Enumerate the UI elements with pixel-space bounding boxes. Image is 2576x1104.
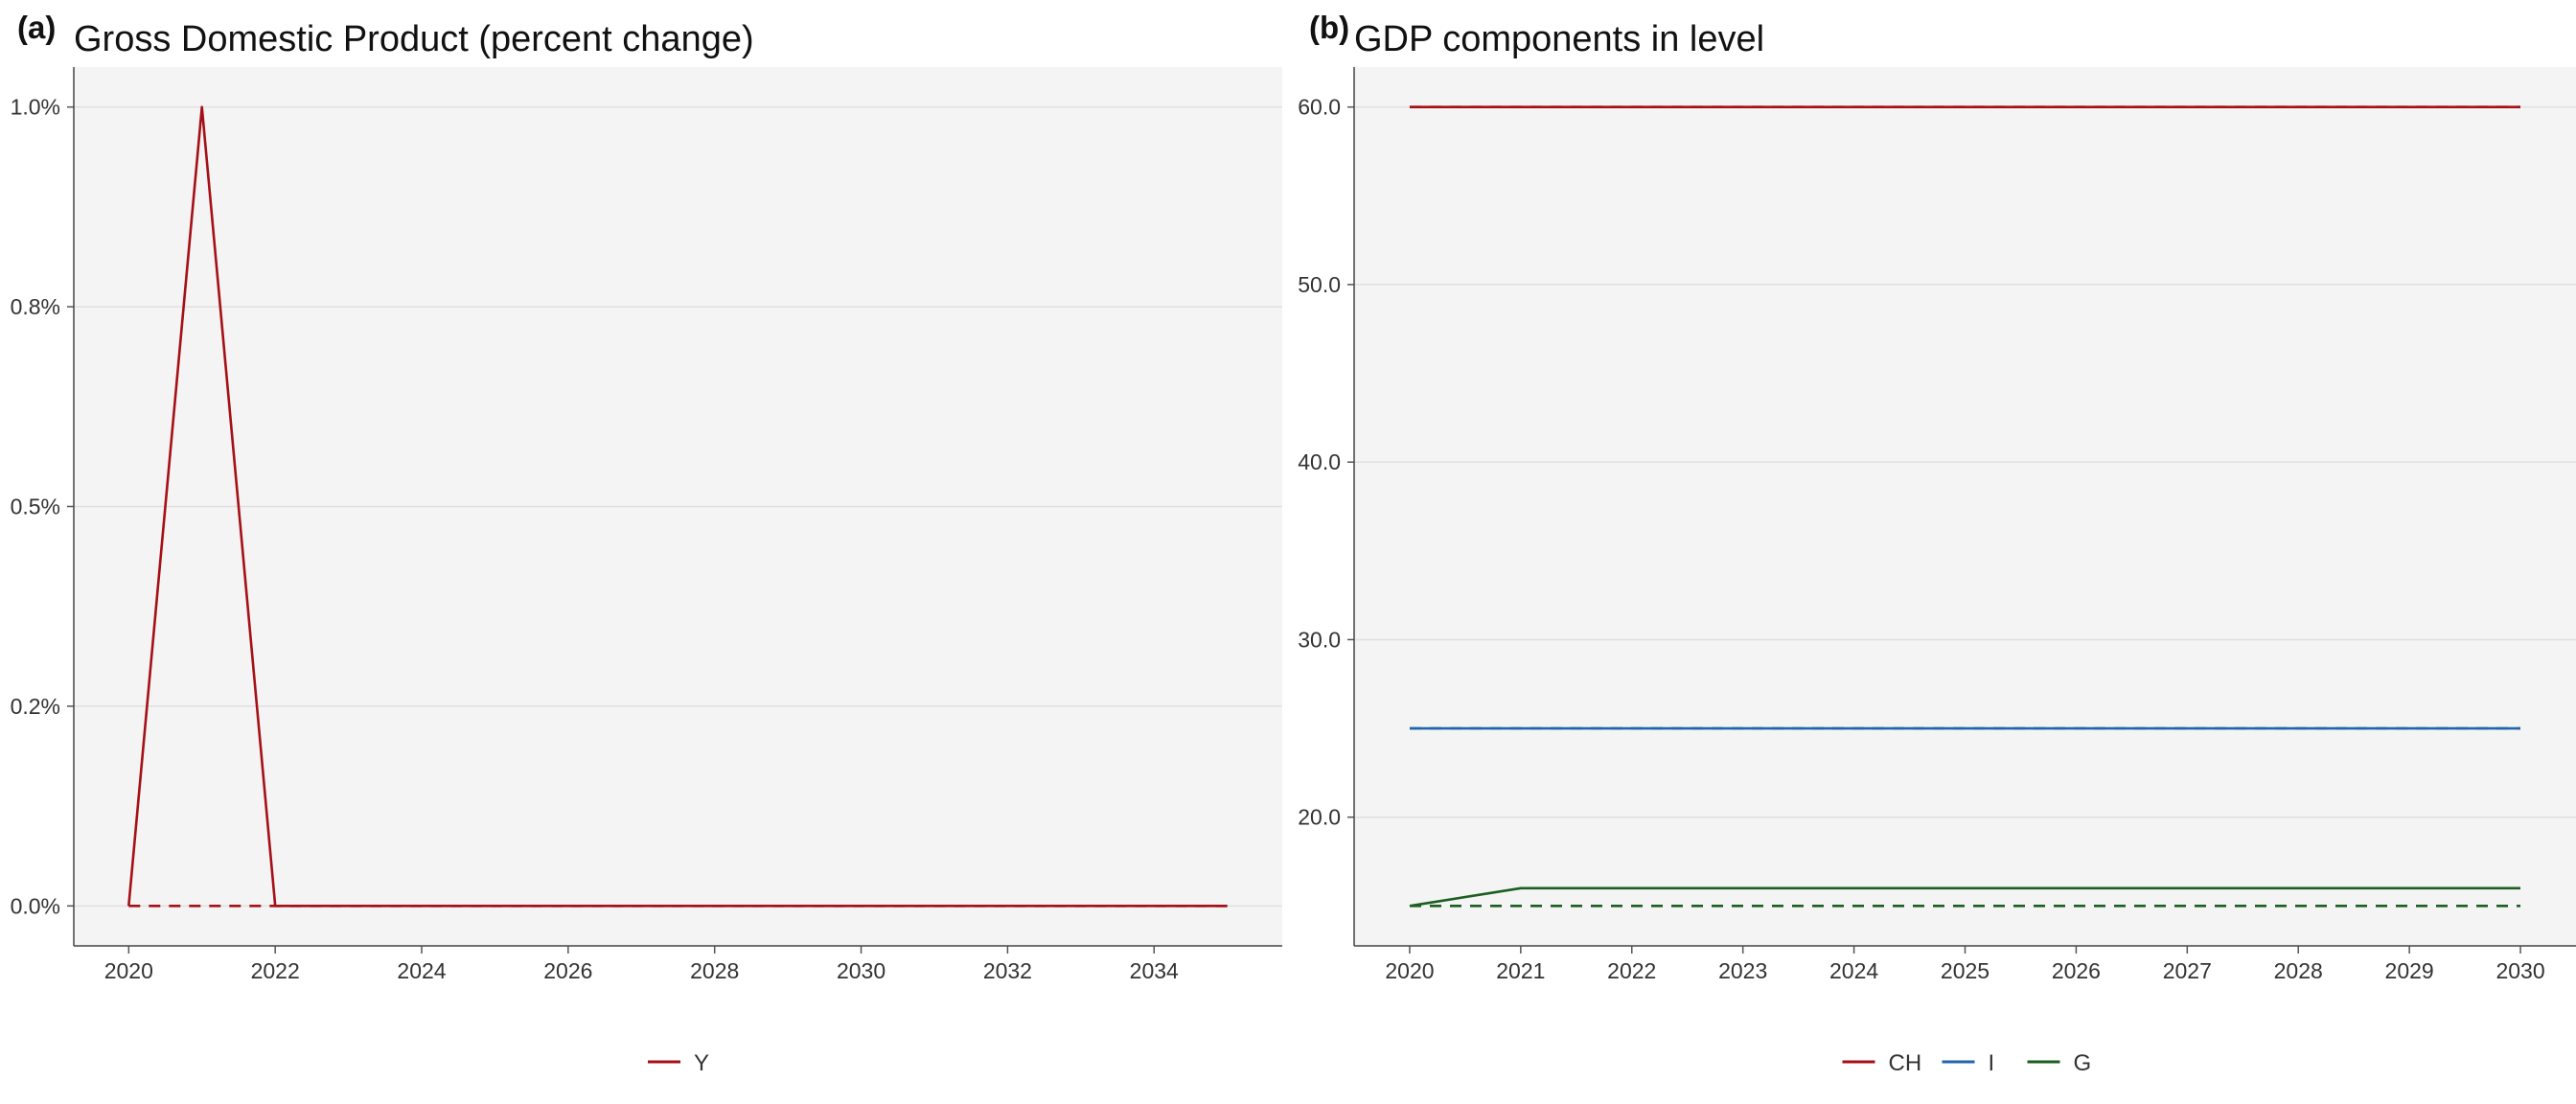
x-tick-label: 2020 bbox=[104, 958, 153, 983]
y-tick-label: 0.8% bbox=[11, 294, 60, 319]
y-tick-label: 1.0% bbox=[11, 95, 60, 120]
x-tick-label: 2030 bbox=[2496, 958, 2544, 983]
y-tick-label: 0.5% bbox=[11, 494, 60, 519]
x-tick-label: 2025 bbox=[1941, 958, 1990, 983]
x-tick-label: 2023 bbox=[1718, 958, 1767, 983]
x-tick-label: 2028 bbox=[690, 958, 739, 983]
chart-plot-area: 0.0% 0.2% 0.5% 0.8% 1.0% 2020 2022 2024 2026 2028… bbox=[11, 67, 1282, 1076]
legend-label: Y bbox=[694, 1050, 709, 1076]
panel-label: (b) bbox=[1309, 10, 1350, 45]
panel-label: (a) bbox=[17, 10, 57, 45]
legend-label: I bbox=[1989, 1050, 1995, 1076]
x-tick-label: 2022 bbox=[251, 958, 300, 983]
legend-label: G bbox=[2074, 1050, 2092, 1076]
chart-panel-gdp-components: (b) GDP components in level 20.0 30.0 40.0… bbox=[1288, 0, 2576, 1104]
x-tick-label: 2022 bbox=[1607, 958, 1656, 983]
legend-label: CH bbox=[1889, 1050, 1922, 1076]
y-tick-label: 60.0 bbox=[1298, 95, 1341, 120]
x-tick-label: 2024 bbox=[397, 958, 446, 983]
chart-plot-area: 20.0 30.0 40.0 50.0 60.0 2020 2021 2022 2023 2024… bbox=[1298, 67, 2576, 1076]
x-tick-label: 2026 bbox=[543, 958, 592, 983]
x-tick-label: 2028 bbox=[2274, 958, 2323, 983]
x-tick-label: 2021 bbox=[1496, 958, 1545, 983]
x-tick-label: 2030 bbox=[837, 958, 886, 983]
y-tick-label: 40.0 bbox=[1298, 449, 1341, 474]
x-tick-label: 2029 bbox=[2385, 958, 2434, 983]
y-tick-label: 30.0 bbox=[1298, 627, 1341, 652]
x-tick-label: 2027 bbox=[2163, 958, 2212, 983]
plot-background bbox=[1354, 67, 2576, 946]
series-line-y bbox=[127, 105, 1228, 908]
x-tick-label: 2034 bbox=[1130, 958, 1179, 983]
y-tick-label: 20.0 bbox=[1298, 805, 1341, 830]
chart-title: Gross Domestic Product (percent change) bbox=[74, 19, 754, 59]
y-tick-label: 0.0% bbox=[11, 893, 60, 918]
y-tick-label: 50.0 bbox=[1298, 272, 1341, 297]
legend: Y bbox=[648, 1050, 709, 1076]
y-tick-label: 0.2% bbox=[11, 694, 60, 719]
chart-panel-gdp-percent-change: (a) Gross Domestic Product (percent chan… bbox=[11, 10, 1282, 1076]
x-tick-label: 2024 bbox=[1829, 958, 1878, 983]
chart-title: GDP components in level bbox=[1354, 19, 1765, 59]
x-tick-label: 2026 bbox=[2052, 958, 2101, 983]
legend: CH I G bbox=[1842, 1050, 2092, 1076]
x-tick-label: 2020 bbox=[1385, 958, 1434, 983]
series-line-g bbox=[1409, 886, 2520, 908]
x-tick-label: 2032 bbox=[983, 958, 1032, 983]
